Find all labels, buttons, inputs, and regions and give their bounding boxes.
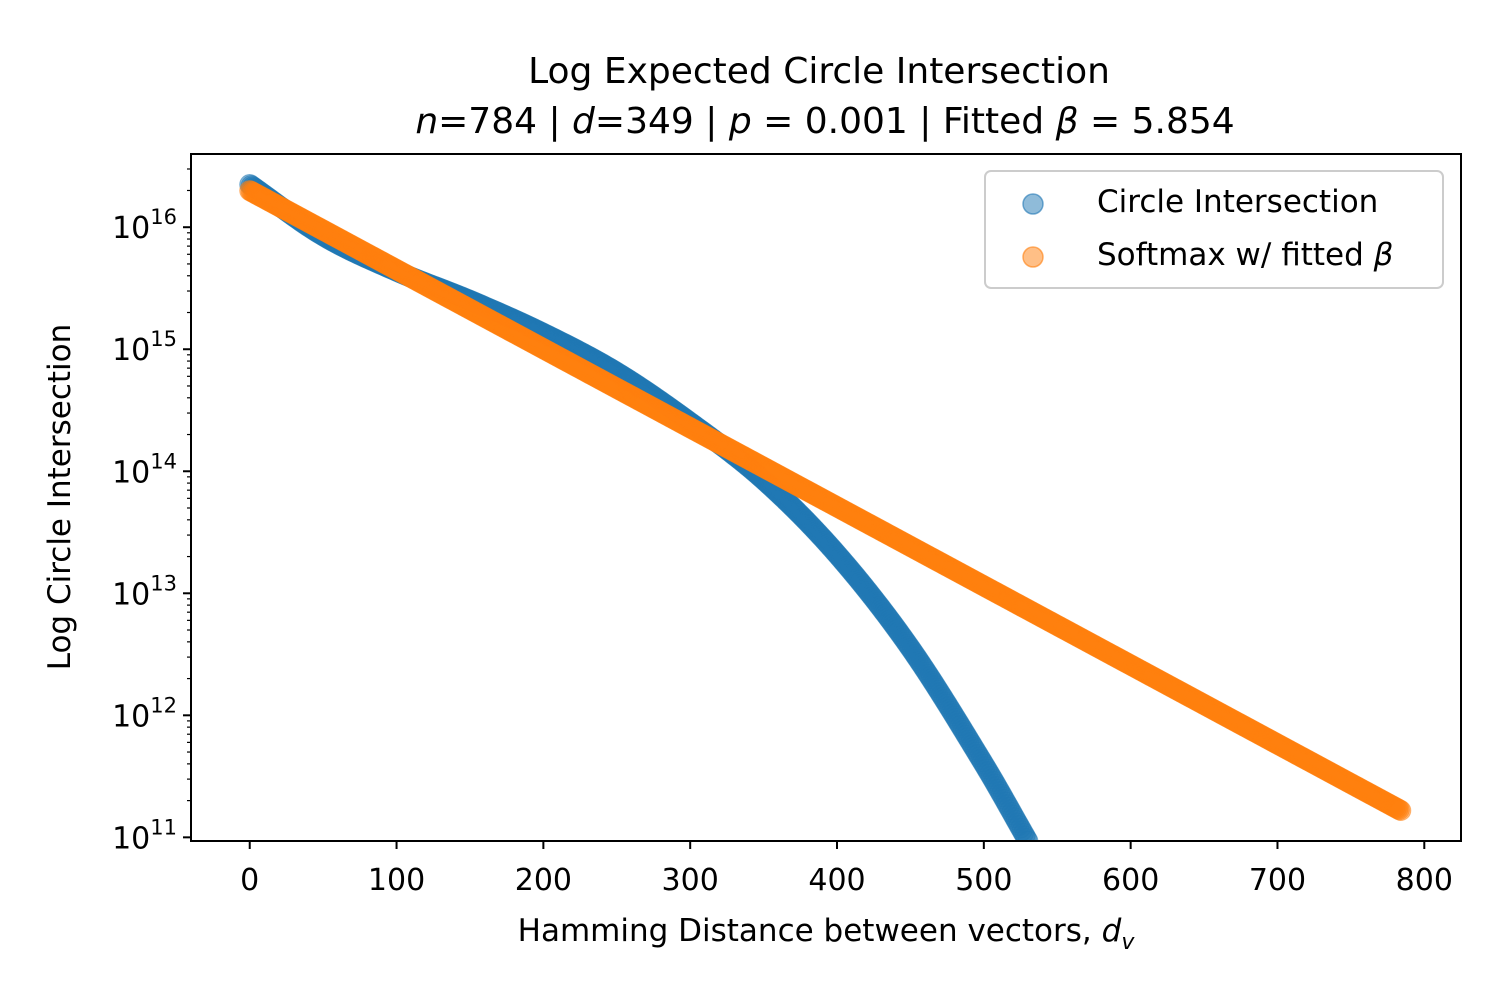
y-tick-base: 10	[112, 821, 150, 856]
series-softmax	[239, 180, 1412, 821]
x-tick-label: 500	[955, 863, 1012, 898]
x-tick-label: 700	[1249, 863, 1306, 898]
legend-label-circle-intersection: Circle Intersection	[1097, 184, 1378, 220]
y-tick-base: 10	[112, 699, 150, 734]
y-tick-label: 1011	[112, 815, 177, 856]
y-tick-base: 10	[112, 455, 150, 490]
y-tick-base: 10	[112, 577, 150, 612]
x-tick-label: 800	[1396, 863, 1453, 898]
legend-marker-softmax	[1022, 246, 1044, 268]
y-tick-label: 1013	[112, 571, 177, 612]
y-tick-exp: 14	[150, 449, 177, 473]
x-axis: 0 100 200 300 400 500 600 700 800	[240, 841, 1453, 898]
x-tick-label: 0	[240, 863, 259, 898]
legend-label-softmax: Softmax w/ fitted β	[1097, 237, 1393, 273]
y-tick-label: 1016	[112, 205, 177, 246]
y-tick-base: 10	[112, 333, 150, 368]
series-layer	[239, 174, 1412, 841]
y-tick-label: 1015	[112, 327, 177, 368]
data-point	[1390, 799, 1412, 821]
chart-title: Log Expected Circle Intersection	[528, 51, 1110, 92]
data-point	[1017, 830, 1039, 841]
x-tick-label: 600	[1102, 863, 1159, 898]
plot-frame	[190, 153, 1462, 842]
y-tick-exp: 12	[150, 693, 177, 717]
legend-box	[984, 170, 1444, 289]
y-tick-exp: 16	[150, 205, 177, 229]
x-tick-label: 100	[368, 863, 425, 898]
legend-marker-circle-intersection	[1022, 193, 1044, 215]
y-tick-base: 10	[112, 211, 150, 246]
legend: Circle Intersection Softmax w/ fitted β	[984, 170, 1444, 289]
y-axis-label: Log Circle Intersection	[42, 324, 78, 671]
chart-subtitle: n=784 | d=349 | p = 0.001 | Fitted β = 5…	[415, 101, 1234, 142]
y-tick-label: 1012	[112, 693, 177, 734]
y-tick-exp: 15	[150, 327, 177, 351]
y-tick-exp: 11	[150, 815, 177, 839]
y-tick-label: 1014	[112, 449, 177, 490]
y-tick-exp: 13	[150, 571, 177, 595]
x-tick-label: 400	[808, 863, 865, 898]
x-tick-label: 300	[662, 863, 719, 898]
x-tick-label: 200	[515, 863, 572, 898]
x-axis-label: Hamming Distance between vectors, dv	[518, 913, 1136, 955]
